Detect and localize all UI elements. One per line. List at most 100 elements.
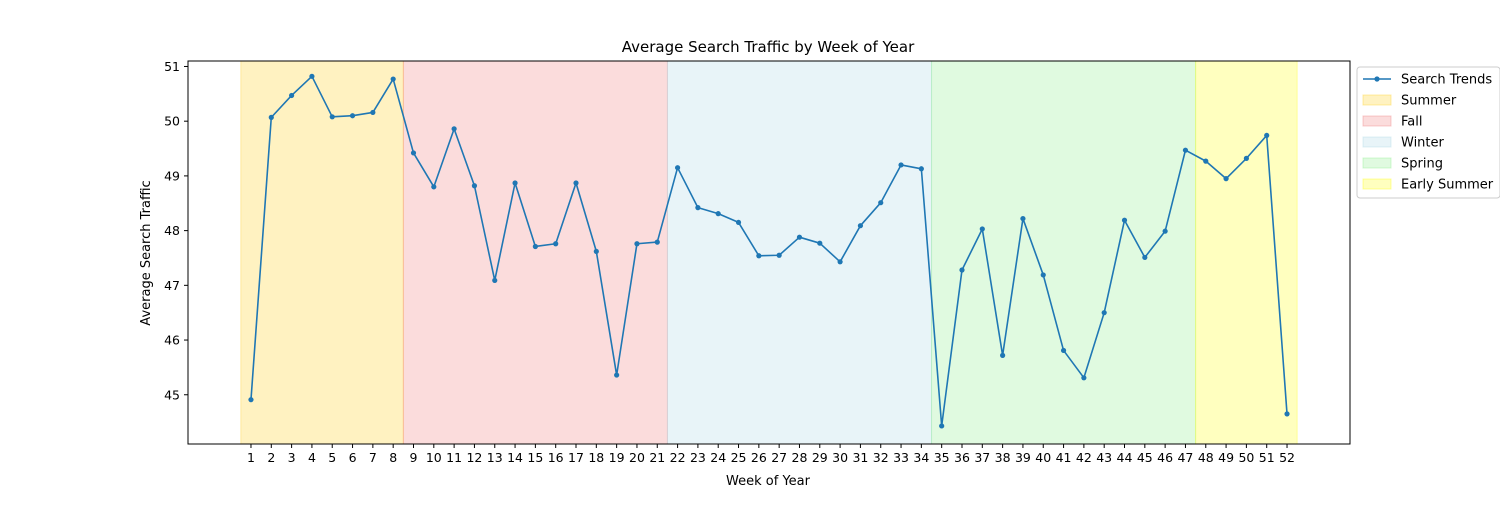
x-tick-label: 50 [1238,450,1254,465]
data-point-week-38 [1000,352,1006,358]
x-tick-label: 19 [609,450,625,465]
x-tick-label: 3 [288,450,296,465]
x-tick-label: 31 [852,450,868,465]
x-tick-label: 38 [995,450,1011,465]
x-tick-label: 45 [1137,450,1153,465]
data-point-week-7 [370,109,376,116]
x-tick-label: 18 [588,450,604,465]
data-point-week-37 [979,226,985,232]
data-point-week-46 [1162,228,1168,234]
data-point-week-20 [634,241,640,247]
data-point-week-27 [776,252,782,258]
season-bands [240,60,1298,445]
y-tick-label: 47 [164,278,180,293]
data-point-week-24 [715,211,721,217]
data-point-week-48 [1203,158,1209,164]
x-tick-label: 46 [1157,450,1173,465]
x-tick-label: 24 [710,450,726,465]
season-band-summer [240,60,404,445]
data-point-week-30 [837,259,843,265]
data-point-week-51 [1264,132,1270,139]
x-tick-label: 33 [893,450,909,465]
x-tick-label: 28 [792,450,808,465]
legend-patch-swatch [1362,94,1392,106]
data-point-week-44 [1121,217,1128,223]
data-point-week-19 [614,372,620,378]
legend-box [1356,66,1500,199]
plot-frame [187,60,1351,445]
y-tick-label: 45 [164,387,180,402]
x-tick-label: 25 [731,450,747,465]
x-tick-label: 36 [954,450,970,465]
x-tick-label: 30 [832,450,848,465]
season-band-fall [402,60,668,445]
y-tick-label: 51 [164,59,180,74]
data-point-week-45 [1142,254,1148,261]
x-tick-label: 2 [267,450,275,465]
x-tick-label: 32 [873,450,889,465]
data-point-week-15 [532,243,538,250]
legend-entry-spring: Spring [1362,157,1443,172]
legend: Search Trends Summer Fall Winter Spring Early… [1356,66,1500,199]
data-point-week-21 [654,239,660,245]
data-point-week-9 [410,150,417,156]
data-point-week-33 [898,162,904,168]
data-point-week-25 [735,219,742,226]
x-tick-label: 14 [507,450,523,465]
y-tick-label: 46 [164,333,180,348]
x-tick-label: 43 [1096,450,1112,465]
legend-entry-early-summer: Early Summer [1362,178,1494,193]
legend-label: Search Trends [1401,73,1492,88]
data-point-week-17 [573,180,579,186]
data-point-week-35 [939,423,945,429]
season-band-early-summer [1195,60,1298,445]
x-tick-label: 26 [751,450,767,465]
legend-patch-swatch [1362,157,1392,169]
data-point-week-2 [268,114,274,120]
x-tick-label: 16 [548,450,564,465]
series-line-search-trends [250,75,1288,427]
legend-label: Fall [1401,115,1422,130]
data-point-week-22 [674,165,681,171]
x-tick-label: 49 [1218,450,1234,465]
legend-label: Early Summer [1401,178,1494,193]
data-point-week-11 [451,126,457,132]
legend-entry-fall: Fall [1362,115,1422,130]
data-point-week-29 [817,240,823,246]
x-tick-label: 1 [247,450,255,465]
y-tick-label: 50 [164,114,180,129]
legend-patch-swatch [1362,136,1392,148]
x-tick-label: 20 [629,450,645,465]
data-point-week-50 [1243,155,1249,161]
data-point-week-5 [329,114,335,120]
data-point-week-34 [918,166,924,172]
data-point-week-6 [349,113,356,119]
data-point-week-42 [1081,375,1087,381]
x-tick-label: 44 [1117,450,1133,465]
x-tick-label: 34 [913,450,929,465]
x-tick-label: 15 [527,450,543,465]
data-point-week-1 [248,397,254,403]
y-tick-label: 49 [164,168,180,183]
data-point-week-52 [1284,411,1290,417]
data-point-week-31 [857,223,864,229]
data-point-week-14 [512,180,518,186]
x-tick-label: 6 [349,450,357,465]
data-point-week-10 [431,184,437,190]
data-point-week-36 [959,267,965,273]
x-axis-ticks: 1 2 3 4 5 6 7 8 9 10 11 12 13 14 15 16 17 18 19 20 21 22 23 24 2… [247,444,1295,465]
legend-entry-search-trends: Search Trends [1363,73,1492,88]
data-point-week-39 [1020,215,1026,222]
legend-marker-swatch [1374,76,1380,82]
data-points [248,73,1290,429]
x-tick-label: 29 [812,450,828,465]
x-tick-label: 47 [1177,450,1193,465]
data-point-week-18 [593,248,599,255]
x-tick-label: 13 [487,450,503,465]
data-point-week-40 [1040,272,1046,278]
x-tick-label: 22 [670,450,686,465]
x-tick-label: 7 [369,450,377,465]
data-point-week-32 [878,200,884,206]
season-band-winter [666,60,933,445]
